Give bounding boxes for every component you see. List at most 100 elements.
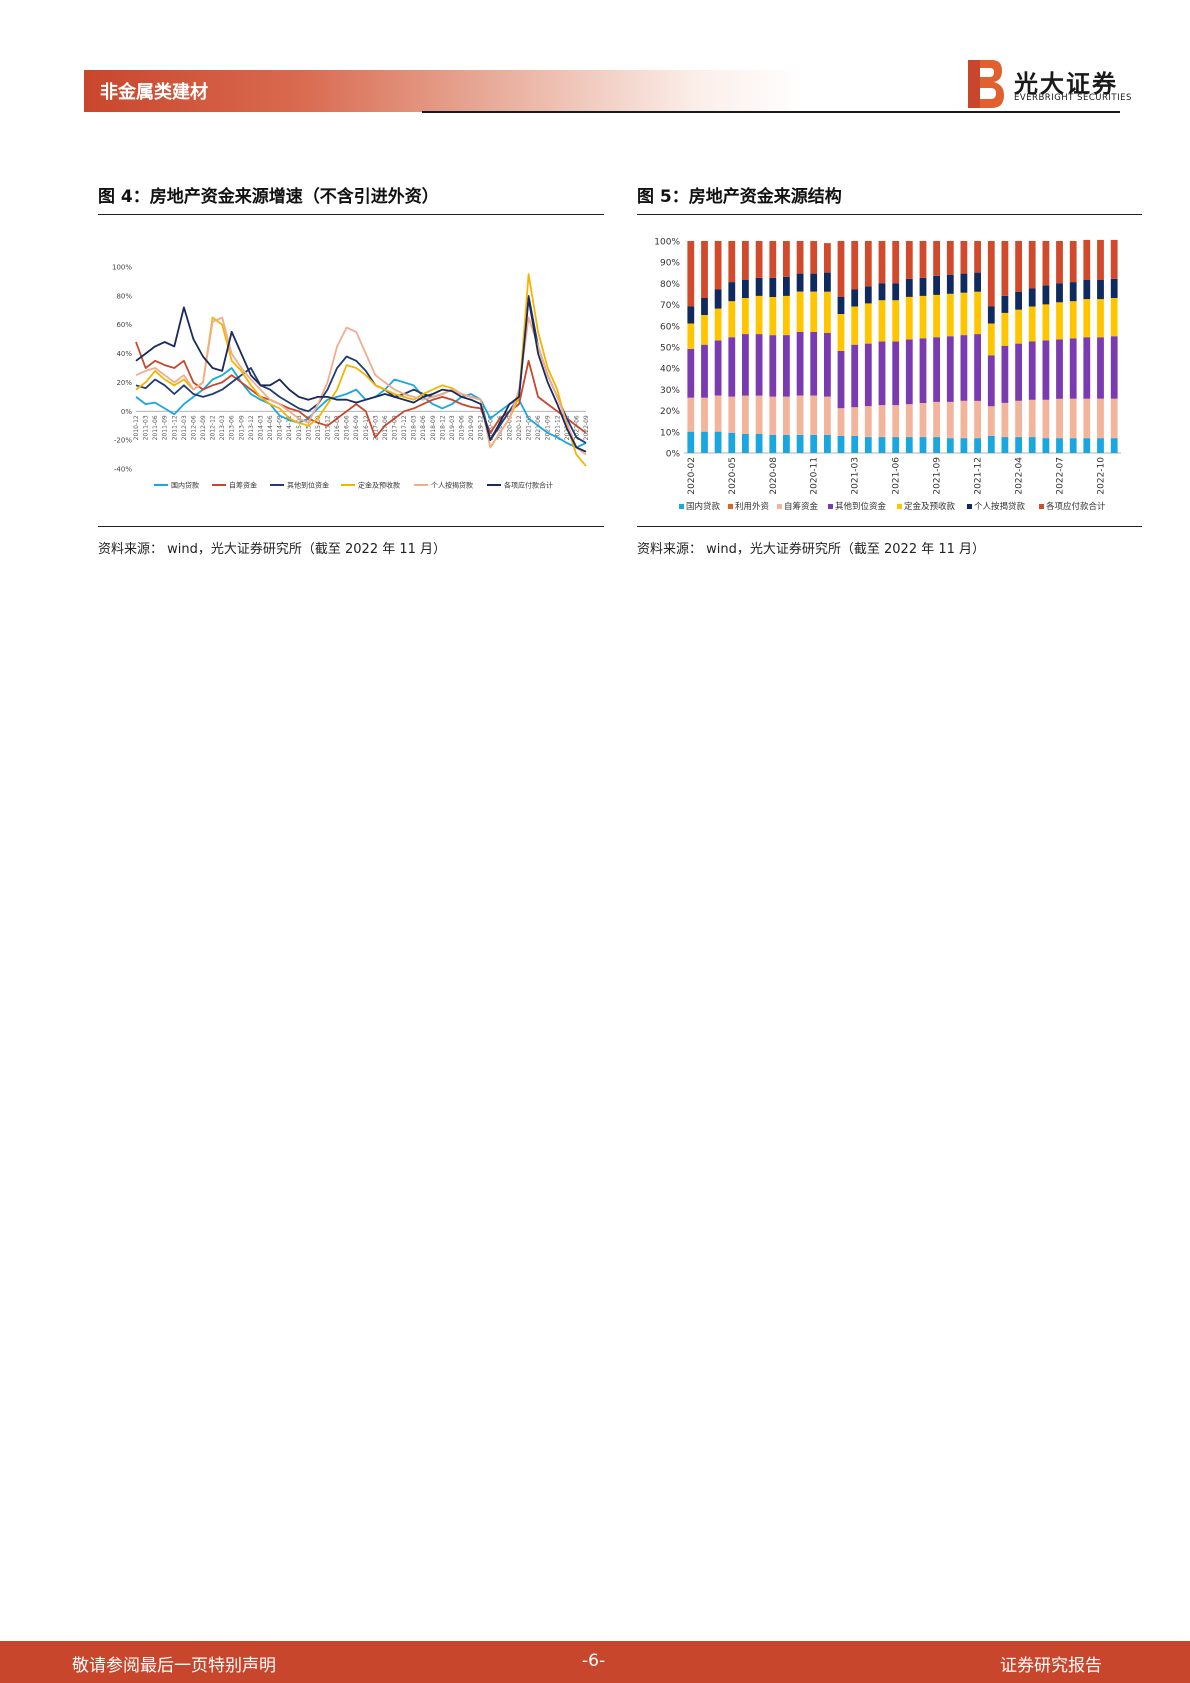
bar-segment-其他到位资金 <box>851 344 859 408</box>
bar-segment-其他到位资金 <box>1056 339 1063 399</box>
bar-segment-个人按揭贷款 <box>1097 280 1104 300</box>
bar-segment-个人按揭贷款 <box>1028 288 1036 307</box>
bar-segment-自筹资金 <box>1028 399 1036 437</box>
bar-segment-个人按揭贷款 <box>933 275 940 295</box>
bar-segment-国内贷款 <box>701 431 708 453</box>
y-tick-label: 60% <box>660 322 680 332</box>
bar-segment-定金及预收款 <box>892 300 900 342</box>
bar-segment-定金及预收款 <box>796 291 804 332</box>
legend-swatch <box>777 504 782 509</box>
bar-segment-定金及预收款 <box>919 295 927 339</box>
bar-segment-定金及预收款 <box>851 306 859 345</box>
bar-segment-各项应付款合计 <box>878 241 886 284</box>
x-tick-label: 2019-03 <box>449 415 456 440</box>
y-tick-label: 0% <box>121 408 132 416</box>
x-tick-label: 2022-09 <box>583 415 590 440</box>
bar-segment-个人按揭贷款 <box>837 297 845 314</box>
bar-segment-其他到位资金 <box>796 331 804 396</box>
x-tick-label: 2019-06 <box>459 415 466 440</box>
bar-segment-国内贷款 <box>878 437 886 453</box>
bar-segment-自筹资金 <box>946 401 954 438</box>
x-tick-label: 2012-06 <box>190 415 197 440</box>
series-line-各项应付款合计 <box>135 297 587 453</box>
y-tick-label: 20% <box>116 379 132 387</box>
x-tick-label: 2018-03 <box>411 415 418 440</box>
x-tick-label: 2021-12 <box>974 457 984 495</box>
bar-segment-个人按揭贷款 <box>987 306 995 324</box>
bar-segment-国内贷款 <box>905 437 913 453</box>
bar-segment-其他到位资金 <box>1110 336 1118 399</box>
x-tick-label: 2021-03 <box>851 457 861 495</box>
y-tick-label: -20% <box>114 437 132 445</box>
bar-segment-各项应付款合计 <box>1056 241 1063 284</box>
bar-segment-个人按揭贷款 <box>878 283 886 301</box>
legend-label: 个人按揭贷款 <box>974 501 1026 512</box>
bar-segment-国内贷款 <box>1083 438 1091 453</box>
bar-segment-其他到位资金 <box>974 334 981 401</box>
legend-label: 国内贷款 <box>171 481 199 490</box>
x-tick-label: 2018-06 <box>420 415 427 440</box>
bar-segment-国内贷款 <box>1015 437 1022 453</box>
bar-segment-定金及预收款 <box>755 295 763 335</box>
legend-label: 个人按揭贷款 <box>431 481 473 490</box>
bar-segment-各项应付款合计 <box>864 241 872 287</box>
bar-segment-个人按揭贷款 <box>851 289 859 307</box>
bar-segment-自筹资金 <box>1110 398 1118 438</box>
bar-segment-个人按揭贷款 <box>769 277 777 297</box>
bar-segment-定金及预收款 <box>728 301 736 338</box>
section-title: 非金属类建材 <box>100 82 208 103</box>
bar-segment-个人按揭贷款 <box>755 277 763 296</box>
bar-segment-个人按揭贷款 <box>919 277 927 296</box>
bar-segment-各项应付款合计 <box>1097 239 1104 280</box>
x-tick-label: 2021-06 <box>892 457 902 495</box>
bar-segment-定金及预收款 <box>742 298 749 334</box>
bar-segment-定金及预收款 <box>864 303 872 344</box>
y-tick-label: 100% <box>654 238 680 248</box>
figure5-source: 资料来源： wind，光大证券研究所（截至 2022 年 11 月） <box>637 542 986 557</box>
bar-segment-个人按揭贷款 <box>1056 283 1063 303</box>
bar-segment-自筹资金 <box>742 395 749 434</box>
bar-segment-国内贷款 <box>960 438 968 453</box>
bar-segment-自筹资金 <box>755 395 763 434</box>
bar-segment-自筹资金 <box>851 407 859 436</box>
bar-segment-国内贷款 <box>1042 438 1050 453</box>
figure5-title: 图 5：房地产资金来源结构 <box>637 187 842 207</box>
bar-segment-各项应付款合计 <box>810 241 818 274</box>
bar-segment-自筹资金 <box>974 400 981 438</box>
x-tick-label: 2012-03 <box>181 415 188 440</box>
x-tick-label: 2015-03 <box>296 415 303 440</box>
bar-segment-自筹资金 <box>714 395 722 432</box>
x-tick-label: 2022-07 <box>1056 457 1066 495</box>
bar-segment-其他到位资金 <box>714 340 722 396</box>
bar-segment-自筹资金 <box>1042 399 1050 438</box>
legend-swatch <box>1039 504 1044 509</box>
bar-segment-自筹资金 <box>892 405 900 437</box>
bar-segment-自筹资金 <box>878 405 886 437</box>
bar-segment-定金及预收款 <box>960 292 968 336</box>
bar-segment-国内贷款 <box>919 437 927 453</box>
bar-segment-各项应付款合计 <box>1028 241 1036 289</box>
bar-segment-自筹资金 <box>728 396 736 433</box>
bar-segment-个人按揭贷款 <box>687 306 695 324</box>
bar-segment-各项应付款合计 <box>933 241 940 276</box>
bar-segment-各项应付款合计 <box>974 241 981 273</box>
y-tick-label: 30% <box>660 386 680 396</box>
bar-segment-各项应付款合计 <box>755 241 763 278</box>
bar-segment-自筹资金 <box>919 403 927 437</box>
x-tick-label: 2020-11 <box>810 457 820 495</box>
bar-segment-个人按揭贷款 <box>974 272 981 292</box>
bar-segment-其他到位资金 <box>878 341 886 406</box>
footer-report-type: 证券研究报告 <box>1000 1656 1102 1676</box>
bar-segment-个人按揭贷款 <box>714 289 722 309</box>
bar-segment-其他到位资金 <box>701 344 708 398</box>
bar-segment-其他到位资金 <box>960 335 968 401</box>
x-tick-label: 2013-06 <box>229 415 236 440</box>
bar-segment-定金及预收款 <box>1001 312 1009 346</box>
logo-text-en: EVERBRIGHT SECURITIES <box>1014 93 1132 103</box>
x-tick-label: 2017-03 <box>372 415 379 440</box>
x-tick-label: 2015-12 <box>324 415 331 440</box>
bar-segment-自筹资金 <box>1056 398 1063 438</box>
bar-segment-其他到位资金 <box>1097 337 1104 399</box>
figure5-top-rule <box>637 214 1142 215</box>
x-tick-label: 2014-03 <box>257 415 264 440</box>
